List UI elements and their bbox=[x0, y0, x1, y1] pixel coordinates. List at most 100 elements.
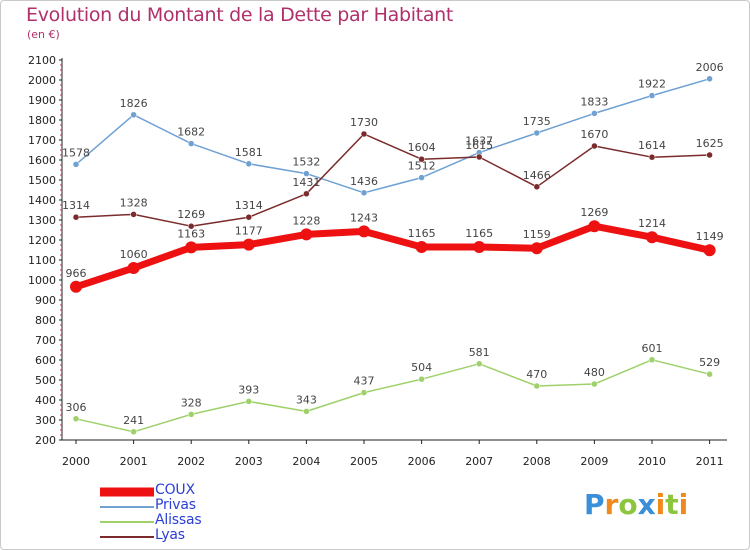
data-point-lyas bbox=[130, 211, 137, 218]
legend-swatch-privas bbox=[100, 505, 154, 508]
data-point-lyas bbox=[706, 151, 713, 159]
chart-title: Evolution du Montant de la Dette par Hab… bbox=[26, 4, 454, 26]
data-label-coux: 966 bbox=[66, 267, 87, 280]
data-point-lyas bbox=[418, 155, 425, 163]
data-point-coux bbox=[415, 241, 428, 253]
data-label-privas: 2006 bbox=[696, 61, 724, 74]
legend-swatch-coux bbox=[100, 487, 154, 496]
y-tick-label: 1200 bbox=[28, 234, 56, 247]
data-point-lyas bbox=[187, 222, 195, 230]
data-point-coux bbox=[127, 262, 140, 274]
y-tick-label: 500 bbox=[35, 374, 56, 387]
x-tick-label: 2004 bbox=[292, 455, 320, 468]
data-label-alissas: 343 bbox=[296, 393, 317, 406]
data-point-lyas bbox=[475, 153, 483, 161]
data-label-alissas: 393 bbox=[238, 383, 259, 396]
data-label-coux: 1269 bbox=[580, 206, 608, 219]
x-tick-label: 2002 bbox=[177, 455, 205, 468]
data-point-privas bbox=[360, 189, 368, 197]
data-label-coux: 1149 bbox=[696, 230, 724, 243]
data-point-lyas bbox=[360, 130, 368, 138]
data-label-alissas: 328 bbox=[181, 396, 202, 409]
legend-item-lyas: Lyas bbox=[100, 527, 300, 544]
data-point-coux bbox=[646, 231, 658, 244]
data-label-lyas: 1328 bbox=[120, 196, 148, 209]
data-label-alissas: 306 bbox=[66, 401, 87, 414]
x-tick-label: 2005 bbox=[350, 455, 378, 468]
data-label-privas: 1922 bbox=[638, 78, 666, 91]
data-label-privas: 1512 bbox=[408, 160, 436, 173]
data-label-alissas: 480 bbox=[584, 366, 605, 379]
data-point-lyas bbox=[591, 142, 598, 150]
series-line-privas bbox=[75, 78, 710, 194]
y-tick-label: 2000 bbox=[28, 74, 56, 87]
data-label-lyas: 1269 bbox=[177, 208, 205, 221]
data-point-coux bbox=[358, 225, 370, 238]
data-label-privas: 1735 bbox=[523, 115, 551, 128]
y-tick-label: 1300 bbox=[28, 214, 56, 227]
data-label-alissas: 581 bbox=[469, 346, 490, 359]
data-label-coux: 1159 bbox=[523, 228, 551, 241]
y-tick-label: 200 bbox=[35, 434, 56, 447]
series-line-lyas bbox=[75, 133, 710, 227]
data-point-privas bbox=[648, 92, 656, 99]
data-point-alissas bbox=[648, 356, 656, 364]
data-point-alissas bbox=[245, 398, 253, 405]
data-point-alissas bbox=[130, 428, 137, 436]
y-tick-label: 300 bbox=[35, 414, 56, 427]
data-label-privas: 1833 bbox=[580, 95, 608, 108]
proxiti-logo: Proxiti bbox=[584, 488, 688, 521]
data-point-alissas bbox=[303, 408, 310, 415]
data-point-privas bbox=[245, 160, 253, 168]
data-label-alissas: 504 bbox=[411, 361, 432, 374]
x-tick-label: 2010 bbox=[638, 455, 666, 468]
data-point-coux bbox=[703, 244, 716, 257]
data-point-alissas bbox=[475, 360, 483, 368]
data-point-lyas bbox=[245, 213, 253, 221]
data-point-alissas bbox=[706, 370, 713, 378]
data-point-coux bbox=[473, 241, 486, 253]
data-label-lyas: 1730 bbox=[350, 116, 378, 129]
data-point-alissas bbox=[418, 375, 425, 383]
legend-label-alissas: Alissas bbox=[155, 512, 202, 528]
y-tick-label: 600 bbox=[35, 354, 56, 367]
data-label-coux: 1214 bbox=[638, 217, 666, 230]
data-label-privas: 1532 bbox=[292, 156, 320, 169]
legend-item-coux: COUX bbox=[100, 482, 300, 499]
data-label-alissas: 470 bbox=[526, 368, 547, 381]
legend: COUX Privas Alissas Lyas bbox=[100, 482, 300, 544]
y-tick-label: 1500 bbox=[28, 174, 56, 187]
x-tick-label: 2009 bbox=[580, 455, 608, 468]
logo-letter: o bbox=[618, 488, 638, 521]
data-point-privas bbox=[187, 140, 195, 147]
data-label-privas: 1581 bbox=[235, 146, 263, 159]
data-point-privas bbox=[303, 170, 310, 177]
x-tick-label: 2003 bbox=[235, 455, 263, 468]
data-point-lyas bbox=[303, 190, 310, 198]
logo-letter: i bbox=[678, 488, 689, 521]
y-tick-label: 1400 bbox=[28, 194, 56, 207]
legend-label-privas: Privas bbox=[155, 497, 196, 513]
data-label-coux: 1228 bbox=[292, 214, 320, 227]
data-point-privas bbox=[130, 111, 137, 119]
series-line-alissas bbox=[75, 359, 710, 433]
data-point-alissas bbox=[533, 382, 541, 390]
legend-item-privas: Privas bbox=[100, 497, 300, 514]
data-point-coux bbox=[530, 242, 543, 255]
legend-swatch-lyas bbox=[100, 535, 154, 538]
y-tick-label: 1700 bbox=[28, 134, 56, 147]
data-label-alissas: 529 bbox=[699, 356, 720, 369]
data-label-alissas: 437 bbox=[354, 375, 375, 388]
data-label-coux: 1165 bbox=[408, 227, 436, 240]
data-label-lyas: 1466 bbox=[523, 169, 551, 182]
y-tick-label: 1900 bbox=[28, 94, 56, 107]
data-label-privas: 1826 bbox=[120, 97, 148, 110]
data-label-coux: 1060 bbox=[120, 248, 148, 261]
data-label-lyas: 1670 bbox=[580, 128, 608, 141]
data-point-coux bbox=[185, 241, 198, 254]
data-point-alissas bbox=[360, 389, 368, 396]
data-label-lyas: 1431 bbox=[292, 176, 320, 189]
data-label-lyas: 1314 bbox=[235, 199, 263, 212]
y-tick-label: 1000 bbox=[28, 274, 56, 287]
